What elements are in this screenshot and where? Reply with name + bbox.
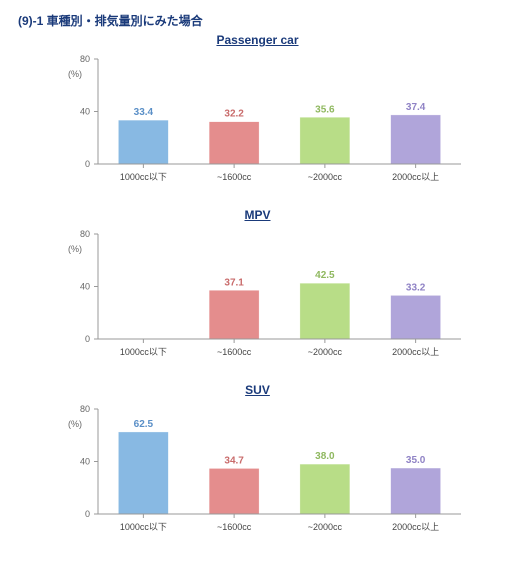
bar	[390, 468, 440, 514]
chart-title: Passenger car	[43, 33, 473, 47]
ytick-label: 80	[79, 404, 89, 414]
value-label: 34.7	[224, 455, 244, 466]
bar	[118, 120, 168, 164]
value-label: 62.5	[133, 419, 153, 430]
value-label: 38.0	[315, 451, 335, 462]
category-label: ~2000cc	[307, 172, 342, 182]
bar	[390, 115, 440, 164]
page-title: (9)-1 車種別・排気量別にみた場合	[18, 12, 497, 29]
category-label: ~1600cc	[216, 522, 251, 532]
ytick-label: 0	[84, 509, 89, 519]
value-label: 32.2	[224, 109, 244, 120]
ytick-label: 80	[79, 54, 89, 64]
ytick-label: 40	[79, 457, 89, 467]
bar	[209, 122, 259, 164]
value-label: 35.0	[405, 455, 425, 466]
category-label: ~1600cc	[216, 172, 251, 182]
category-label: 1000cc以下	[119, 522, 166, 532]
unit-label: (%)	[68, 69, 82, 79]
category-label: 2000cc以上	[392, 347, 439, 357]
bar-chart: 0 40 80 (%) 1000cc以下 37.1 ~1600cc 42.5 ~2000cc 33…	[43, 224, 473, 369]
chart-title: MPV	[43, 208, 473, 222]
category-label: 1000cc以下	[119, 172, 166, 182]
bar	[299, 283, 349, 339]
ytick-label: 40	[79, 107, 89, 117]
ytick-label: 0	[84, 334, 89, 344]
charts-container: Passenger car 0 40 80 (%) 33.4 1000cc以下 32.2 ~16…	[18, 33, 497, 544]
value-label: 37.4	[405, 102, 425, 113]
bar-chart: 0 40 80 (%) 62.5 1000cc以下 34.7 ~1600cc 38.0 ~2000…	[43, 399, 473, 544]
value-label: 33.4	[133, 107, 153, 118]
category-label: ~2000cc	[307, 522, 342, 532]
ytick-label: 40	[79, 282, 89, 292]
bar	[209, 468, 259, 514]
category-label: 2000cc以上	[392, 522, 439, 532]
bar	[299, 464, 349, 514]
unit-label: (%)	[68, 244, 82, 254]
ytick-label: 0	[84, 159, 89, 169]
unit-label: (%)	[68, 419, 82, 429]
category-label: ~2000cc	[307, 347, 342, 357]
chart-title: SUV	[43, 383, 473, 397]
value-label: 37.1	[224, 277, 244, 288]
bar	[390, 295, 440, 339]
bar	[118, 432, 168, 514]
value-label: 42.5	[315, 270, 335, 281]
bar	[299, 117, 349, 164]
category-label: 1000cc以下	[119, 347, 166, 357]
chart-block: MPV 0 40 80 (%) 1000cc以下 37.1 ~1600cc 42.5 ~2000c…	[43, 208, 473, 369]
category-label: ~1600cc	[216, 347, 251, 357]
bar	[209, 290, 259, 339]
category-label: 2000cc以上	[392, 172, 439, 182]
value-label: 35.6	[315, 104, 335, 115]
chart-block: SUV 0 40 80 (%) 62.5 1000cc以下 34.7 ~1600cc 38.0 ~2…	[43, 383, 473, 544]
chart-block: Passenger car 0 40 80 (%) 33.4 1000cc以下 32.2 ~16…	[43, 33, 473, 194]
bar-chart: 0 40 80 (%) 33.4 1000cc以下 32.2 ~1600cc 35.6 ~2000…	[43, 49, 473, 194]
ytick-label: 80	[79, 229, 89, 239]
value-label: 33.2	[405, 282, 425, 293]
